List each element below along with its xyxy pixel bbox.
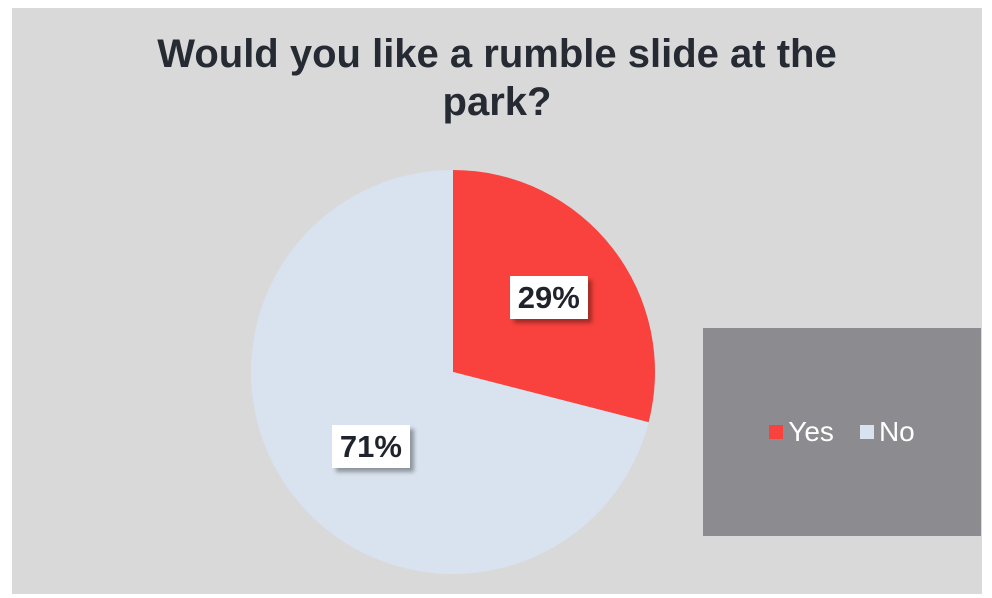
data-label-no: 71% <box>331 425 410 469</box>
legend-item-no: No <box>859 416 915 448</box>
legend: Yes No <box>703 328 981 536</box>
pie-slice-no <box>251 170 649 574</box>
legend-swatch-no <box>859 425 874 439</box>
data-label-yes: 29% <box>509 276 588 320</box>
legend-swatch-yes <box>769 425 784 439</box>
legend-label-no: No <box>878 416 915 447</box>
chart-title: Would you like a rumble slide at the par… <box>157 32 837 124</box>
legend-item-yes: Yes <box>769 416 834 448</box>
legend-label-yes: Yes <box>788 416 834 447</box>
chart-area: Would you like a rumble slide at the par… <box>12 8 982 594</box>
